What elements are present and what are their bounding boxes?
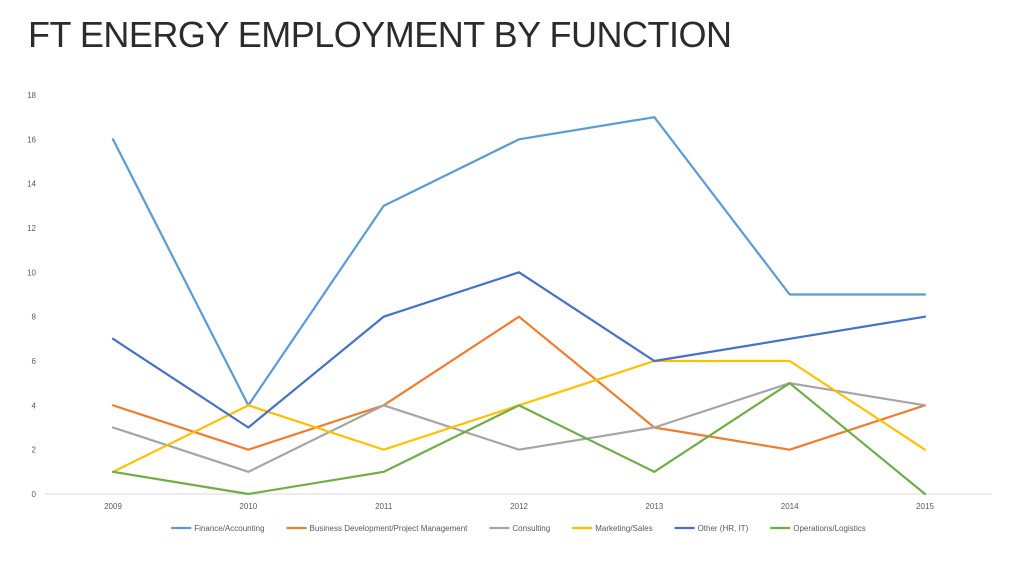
legend-item: Operations/Logistics [770,524,866,533]
series-line-1 [111,116,927,407]
y-tick-label: 16 [27,135,36,144]
x-tick-label: 2015 [916,502,934,511]
legend-item: Other (HR, IT) [674,524,749,533]
y-tick-label: 10 [27,268,36,277]
slide-title: FT ENERGY EMPLOYMENT BY FUNCTION [28,14,732,55]
x-tick-label: 2011 [375,502,393,511]
legend-item: Business Development/Project Management [286,524,469,533]
x-tick-label: 2009 [104,502,122,511]
x-tick-label: 2013 [645,502,663,511]
y-tick-label: 2 [32,446,37,455]
legend-label: Finance/Accounting [194,524,264,533]
legend-label: Operations/Logistics [793,524,865,533]
legend-label: Consulting [512,524,550,533]
series-line-3 [111,382,927,473]
y-axis-ticks: 0 2 4 6 8 10 12 14 16 18 [27,91,36,499]
y-tick-label: 8 [32,313,37,322]
y-tick-label: 12 [27,224,36,233]
series-line-6 [111,382,927,496]
series-line-5 [111,271,927,429]
series-lines [111,116,927,496]
y-tick-label: 4 [32,401,37,410]
legend-item: Consulting [489,524,550,533]
x-tick-label: 2014 [781,502,799,511]
legend-label: Marketing/Sales [595,524,652,533]
y-tick-label: 14 [27,180,36,189]
y-tick-label: 18 [27,91,36,100]
y-tick-label: 6 [32,357,37,366]
x-axis-ticks: 2009 2010 2011 2012 2013 2014 2015 [104,502,934,511]
x-tick-label: 2012 [510,502,528,511]
legend: Finance/Accounting Business Development/P… [171,524,866,533]
x-tick-label: 2010 [239,502,257,511]
y-tick-label: 0 [32,490,37,499]
series-line-2 [111,315,927,451]
legend-item: Marketing/Sales [572,524,653,533]
legend-label: Business Development/Project Management [310,524,469,533]
legend-label: Other (HR, IT) [698,524,749,533]
legend-item: Finance/Accounting [171,524,265,533]
